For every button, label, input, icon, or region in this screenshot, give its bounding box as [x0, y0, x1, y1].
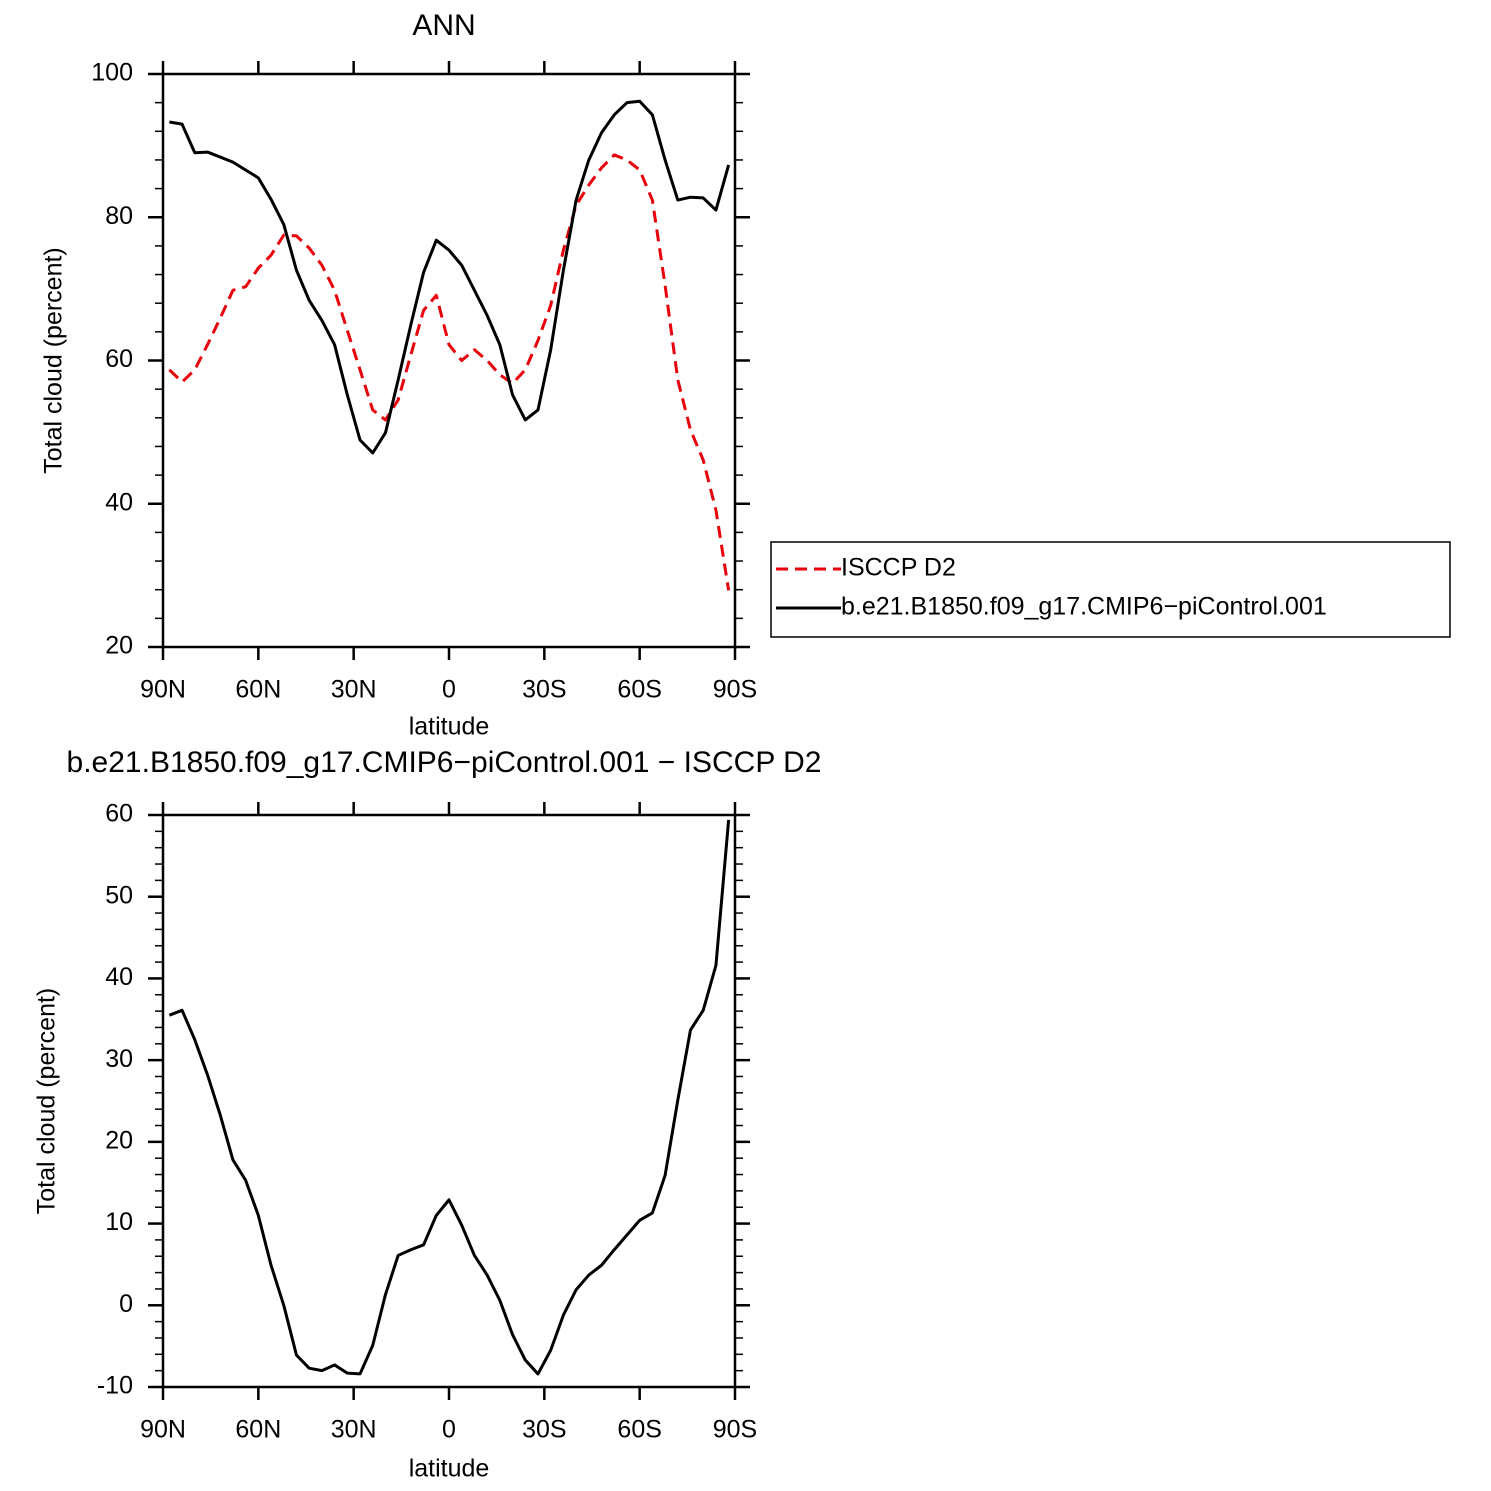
plot-frame [161, 72, 737, 649]
y-tick-label: 20 [105, 632, 133, 660]
data-line [168, 153, 731, 591]
legend-label: ISCCP D2 [841, 554, 956, 582]
x-axis-label: latitude [409, 713, 490, 741]
x-tick-label: 90N [140, 1416, 186, 1444]
x-tick-label: 60N [235, 676, 281, 704]
x-tick-label: 30N [331, 1416, 377, 1444]
y-tick-label: 100 [91, 59, 133, 87]
x-axis-label: latitude [409, 1455, 490, 1483]
x-tick-label: 0 [442, 1416, 456, 1444]
y-tick-label: 0 [119, 1290, 133, 1318]
y-tick-label: 60 [105, 800, 133, 828]
chart-title: ANN [412, 9, 475, 42]
x-tick-label: 30N [331, 676, 377, 704]
y-tick-label: -10 [97, 1372, 133, 1400]
data-line [169, 99, 731, 455]
chart-title: b.e21.B1850.f09_g17.CMIP6−piControl.001 … [67, 746, 822, 779]
y-tick-label: 10 [105, 1208, 133, 1236]
y-tick-label: 30 [105, 1045, 133, 1073]
legend-label: b.e21.B1850.f09_g17.CMIP6−piControl.001 [841, 593, 1327, 621]
x-tick-label: 0 [442, 676, 456, 704]
x-tick-label: 60S [617, 1416, 661, 1444]
y-tick-label: 60 [105, 345, 133, 373]
x-tick-label: 90S [713, 1416, 757, 1444]
x-tick-label: 30S [522, 1416, 566, 1444]
y-tick-label: 80 [105, 202, 133, 230]
y-axis-label: Total cloud (percent) [33, 988, 61, 1215]
x-tick-label: 90N [140, 676, 186, 704]
y-tick-label: 40 [105, 963, 133, 991]
x-tick-label: 30S [522, 676, 566, 704]
y-tick-label: 40 [105, 488, 133, 516]
y-tick-label: 20 [105, 1126, 133, 1154]
x-tick-label: 60S [617, 676, 661, 704]
legend-box [770, 541, 1451, 638]
y-axis-label: Total cloud (percent) [40, 247, 68, 474]
x-tick-label: 90S [713, 676, 757, 704]
plot-frame [161, 813, 737, 1389]
y-tick-label: 50 [105, 881, 133, 909]
data-line [168, 819, 731, 1376]
x-tick-label: 60N [235, 1416, 281, 1444]
